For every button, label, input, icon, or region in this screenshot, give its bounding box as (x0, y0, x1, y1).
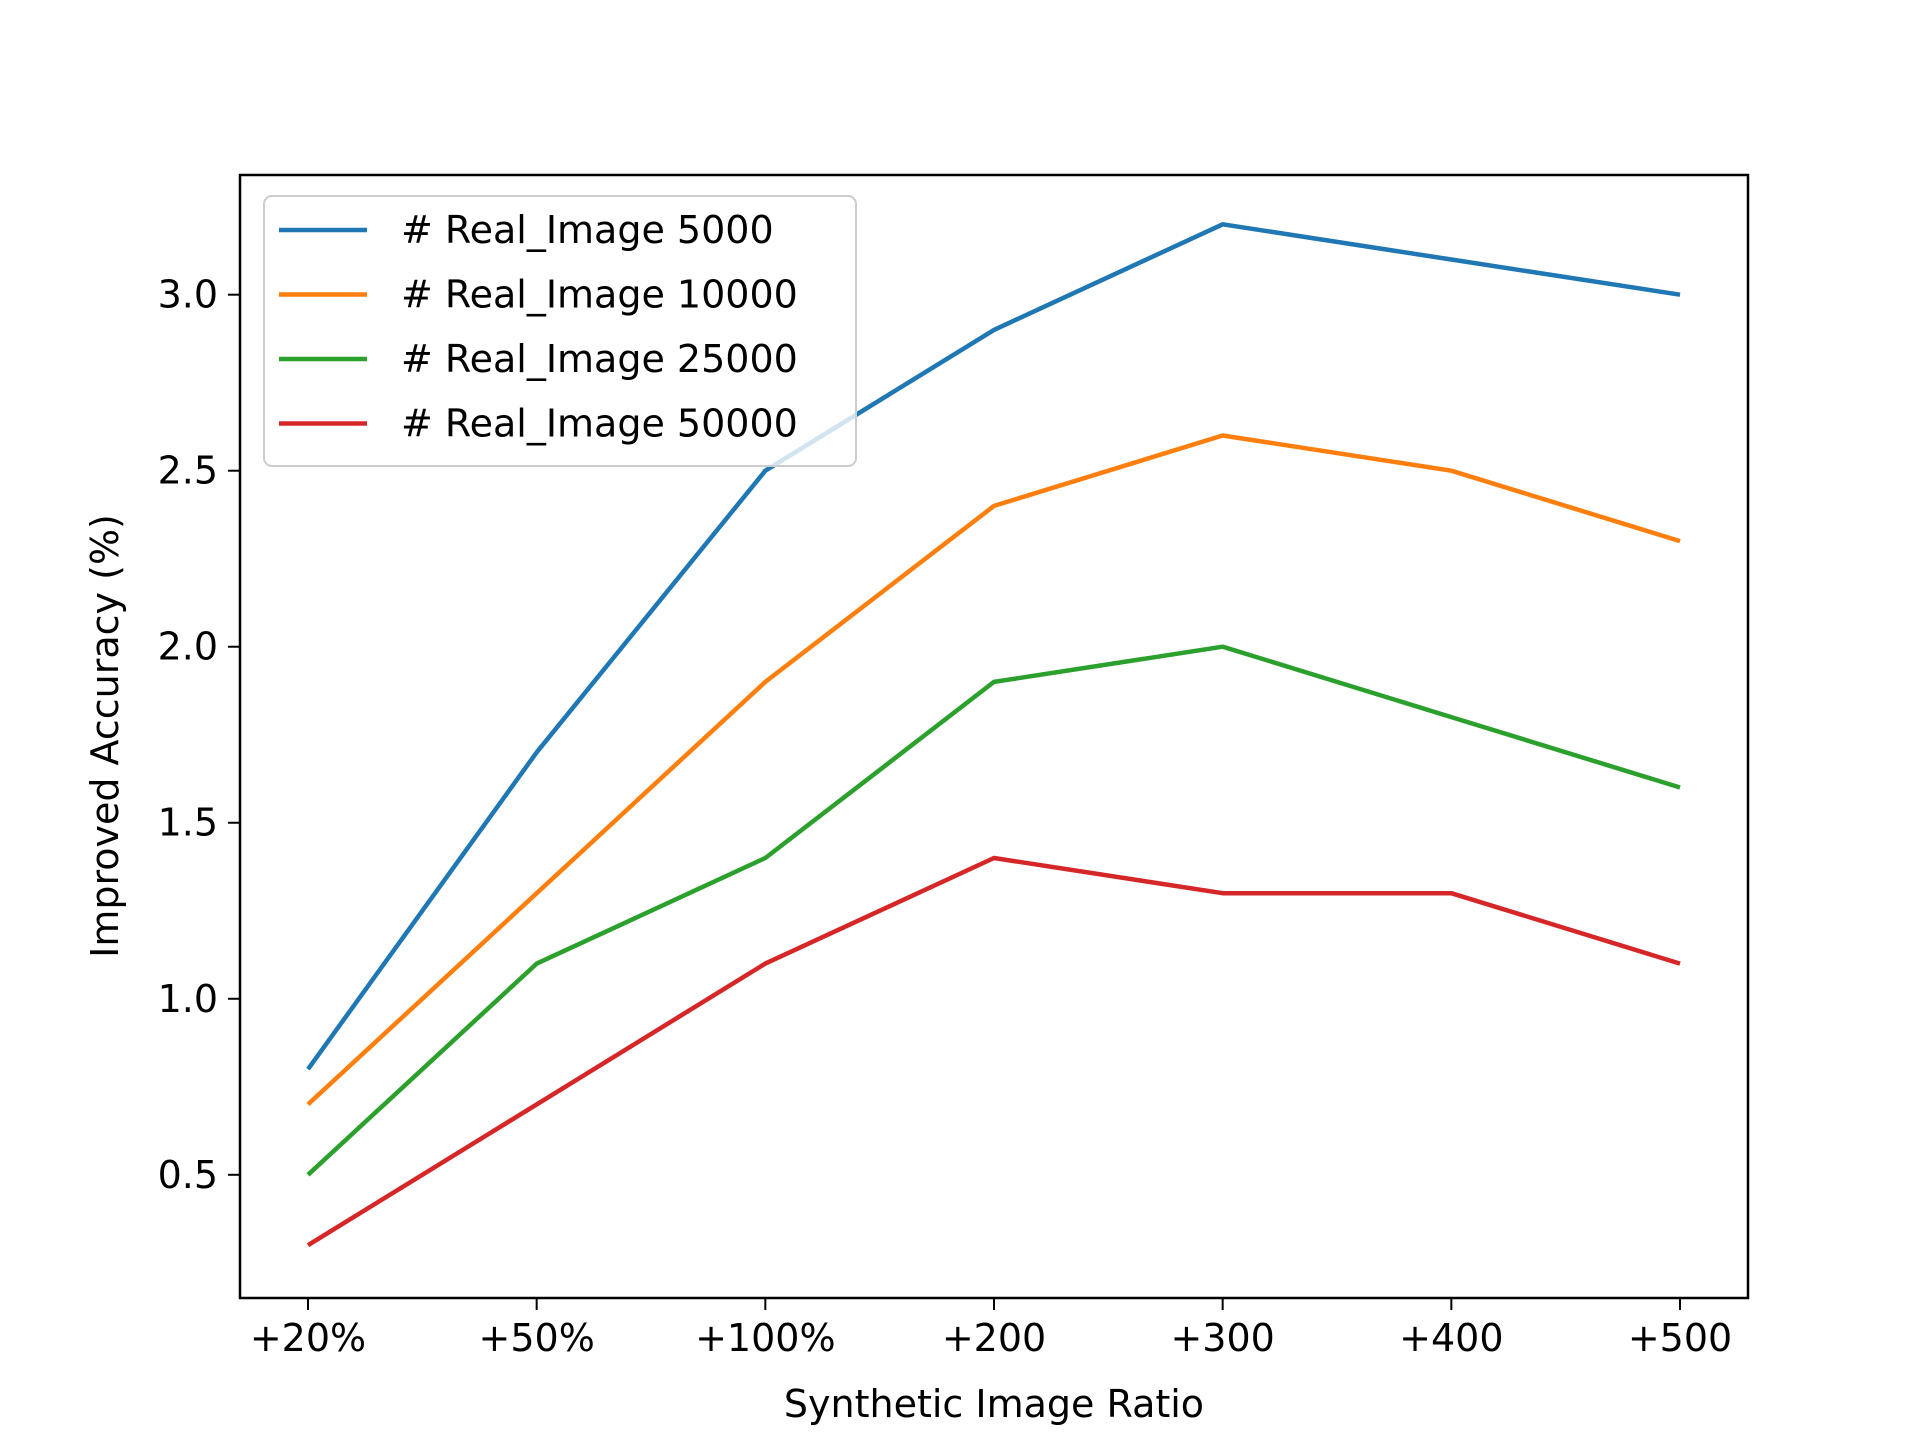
legend: # Real_Image 5000 # Real_Image 10000 # Rea… (264, 196, 856, 466)
legend-label: # Real_Image 10000 (401, 273, 798, 317)
series-line-2 (308, 436, 1680, 1105)
y-axis: 0.5 1.0 1.5 2.0 2.5 3.0 (158, 273, 240, 1197)
y-tick-label: 2.5 (158, 449, 218, 493)
x-axis-label: Synthetic Image Ratio (784, 1382, 1204, 1426)
y-axis-label: Improved Accuracy (%) (83, 514, 127, 958)
series-line-3 (308, 647, 1680, 1175)
x-axis: +20% +50% +100% +200 +300 +400 +500 (250, 1298, 1732, 1360)
x-tick-label: +300 (1170, 1316, 1274, 1360)
x-tick-label: +500 (1628, 1316, 1732, 1360)
x-tick-label: +20% (250, 1316, 366, 1360)
legend-label: # Real_Image 25000 (401, 337, 798, 381)
x-tick-label: +400 (1399, 1316, 1503, 1360)
y-tick-label: 1.5 (158, 801, 218, 845)
y-tick-label: 2.0 (158, 625, 218, 669)
x-tick-label: +100% (695, 1316, 835, 1360)
y-tick-label: 0.5 (158, 1153, 218, 1197)
y-tick-label: 1.0 (158, 977, 218, 1021)
x-tick-label: +200 (942, 1316, 1046, 1360)
y-tick-label: 3.0 (158, 273, 218, 317)
legend-label: # Real_Image 50000 (401, 402, 798, 446)
x-tick-label: +50% (479, 1316, 595, 1360)
legend-label: # Real_Image 5000 (401, 208, 774, 252)
